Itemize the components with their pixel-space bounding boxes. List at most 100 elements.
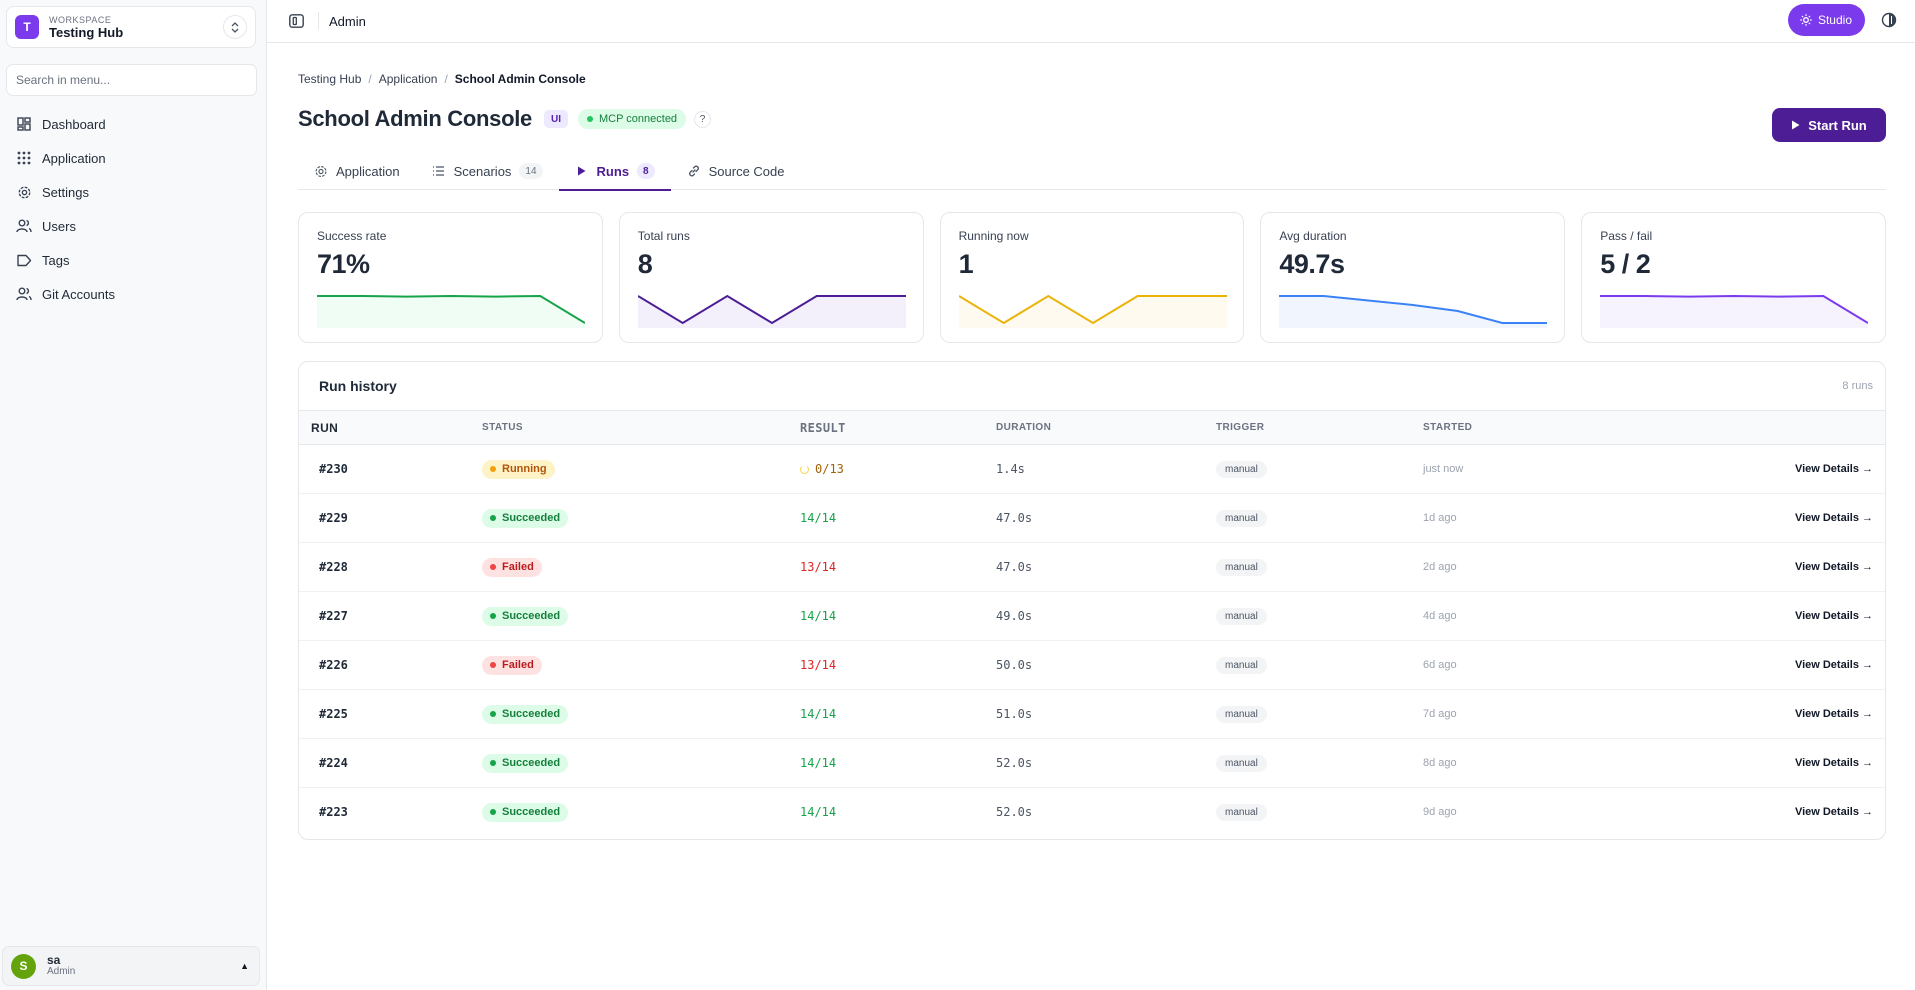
result-value: 14/14 — [800, 805, 837, 820]
result-value: 0/13 — [815, 462, 844, 476]
duration-value: 52.0s — [996, 738, 1216, 788]
view-details-link[interactable]: View Details → — [1586, 689, 1885, 739]
sparkline-line — [638, 296, 906, 323]
stat-value: 1 — [958, 249, 974, 279]
result-cell: 14/14 — [800, 689, 996, 739]
sidebar-item-tags[interactable]: Tags — [0, 243, 266, 277]
column-header-actions — [1586, 410, 1885, 445]
view-details-link[interactable]: View Details → — [1586, 493, 1885, 543]
status-cell: Failed — [482, 640, 800, 690]
run-id[interactable]: #230 — [299, 444, 482, 494]
caret-up-icon[interactable]: ▲ — [240, 961, 249, 971]
column-header-started: STARTED — [1423, 410, 1587, 445]
workspace-name: Testing Hub — [49, 24, 124, 40]
chevron-up-down-icon[interactable] — [223, 15, 247, 39]
status-label: Succeeded — [502, 512, 561, 524]
column-header-duration: DURATION — [996, 410, 1216, 445]
theme-toggle-icon[interactable] — [1881, 12, 1897, 28]
run-id[interactable]: #224 — [299, 738, 482, 788]
status-cell: Failed — [482, 542, 800, 592]
trigger-cell: manual — [1216, 591, 1423, 641]
run-id[interactable]: #227 — [299, 591, 482, 641]
trigger-badge: manual — [1216, 656, 1267, 674]
sparkline-line — [317, 296, 585, 323]
view-details-link[interactable]: View Details → — [1586, 591, 1885, 641]
table-row: #227 Succeeded 14/14 49.0s manual 4d ago View … — [299, 591, 1885, 641]
table-row: #226 Failed 13/14 50.0s manual 6d ago View Det… — [299, 640, 1885, 690]
tab-bar: Application Scenarios 14 Runs 8 Source C… — [298, 152, 1886, 191]
result-value: 14/14 — [800, 609, 837, 623]
status-badge: Failed — [482, 557, 542, 577]
tab-label: Scenarios — [453, 163, 512, 179]
run-id[interactable]: #225 — [299, 689, 482, 739]
status-dot-icon — [490, 515, 496, 521]
started-value: 7d ago — [1423, 689, 1587, 739]
run-id[interactable]: #228 — [299, 542, 482, 592]
divider — [318, 12, 319, 30]
started-value: 8d ago — [1423, 738, 1587, 788]
play-icon — [1791, 120, 1800, 130]
sidebar-item-git-accounts[interactable]: Git Accounts — [0, 277, 266, 311]
trigger-badge: manual — [1216, 607, 1267, 625]
menu-search-input[interactable] — [6, 64, 257, 96]
status-badge: Succeeded — [482, 508, 569, 528]
view-details-link[interactable]: View Details → — [1586, 542, 1885, 592]
tab-count-badge: 14 — [519, 163, 543, 179]
help-icon[interactable]: ? — [694, 110, 712, 128]
mcp-status-badge: MCP connected — [577, 109, 687, 129]
start-run-button[interactable]: Start Run — [1772, 108, 1886, 142]
sparkline-line — [959, 296, 1227, 323]
status-label: Running — [502, 463, 547, 475]
trigger-badge: manual — [1216, 803, 1267, 821]
sidebar-item-settings[interactable]: Settings — [0, 175, 266, 209]
status-label: Succeeded — [502, 757, 561, 769]
user-menu[interactable]: S sa Admin ▲ — [2, 946, 260, 986]
breadcrumb-link[interactable]: Testing Hub — [298, 72, 362, 86]
topbar-title: Admin — [329, 13, 366, 29]
page-content: Testing Hub / Application / School Admin… — [298, 43, 1886, 840]
result-value: 14/14 — [800, 756, 837, 770]
tab-source-code[interactable]: Source Code — [671, 152, 801, 190]
sparkline-line — [1279, 296, 1547, 323]
table-row: #224 Succeeded 14/14 52.0s manual 8d ago View … — [299, 738, 1885, 788]
trigger-cell: manual — [1216, 689, 1423, 739]
sidebar-item-users[interactable]: Users — [0, 209, 266, 243]
view-details-link[interactable]: View Details → — [1586, 640, 1885, 690]
view-details-link[interactable]: View Details → — [1586, 738, 1885, 788]
workspace-label: WORKSPACE — [49, 14, 112, 25]
started-value: just now — [1423, 444, 1587, 494]
status-dot-icon — [490, 711, 496, 717]
started-value: 6d ago — [1423, 640, 1587, 690]
sidebar-toggle-icon[interactable] — [287, 12, 305, 30]
breadcrumb-separator: / — [444, 72, 448, 86]
duration-value: 49.0s — [996, 591, 1216, 641]
run-history-panel: Run history 8 runs RUN STATUS RESULT DUR… — [298, 361, 1886, 840]
run-id[interactable]: #229 — [299, 493, 482, 543]
tab-scenarios[interactable]: Scenarios 14 — [416, 152, 559, 190]
workspace-switcher[interactable]: T WORKSPACE Testing Hub — [6, 6, 256, 48]
status-badge: Succeeded — [482, 753, 569, 773]
sidebar-item-label: Settings — [42, 184, 89, 200]
gear-icon — [16, 184, 32, 200]
breadcrumb-separator: / — [368, 72, 372, 86]
trigger-cell: manual — [1216, 493, 1423, 543]
sidebar-item-application[interactable]: Application — [0, 141, 266, 175]
tab-application[interactable]: Application — [298, 152, 416, 190]
trigger-badge: manual — [1216, 558, 1267, 576]
view-details-link[interactable]: View Details → — [1794, 806, 1873, 819]
tab-label: Application — [336, 163, 400, 179]
breadcrumb-link[interactable]: Application — [378, 72, 438, 86]
table-row: #229 Succeeded 14/14 47.0s manual 1d ago View … — [299, 493, 1885, 543]
status-dot-icon — [490, 662, 496, 668]
run-id[interactable]: #223 — [319, 805, 348, 820]
status-badge: Running — [482, 459, 555, 479]
sidebar-item-dashboard[interactable]: Dashboard — [0, 107, 266, 141]
run-id[interactable]: #226 — [299, 640, 482, 690]
tab-label: Runs — [596, 163, 630, 179]
view-details-link[interactable]: View Details → — [1586, 444, 1885, 494]
started-value: 2d ago — [1423, 542, 1587, 592]
status-cell: Running — [482, 444, 800, 494]
result-cell: 14/14 — [800, 788, 996, 837]
studio-button[interactable]: Studio — [1787, 4, 1865, 36]
tab-runs[interactable]: Runs 8 — [558, 152, 671, 191]
